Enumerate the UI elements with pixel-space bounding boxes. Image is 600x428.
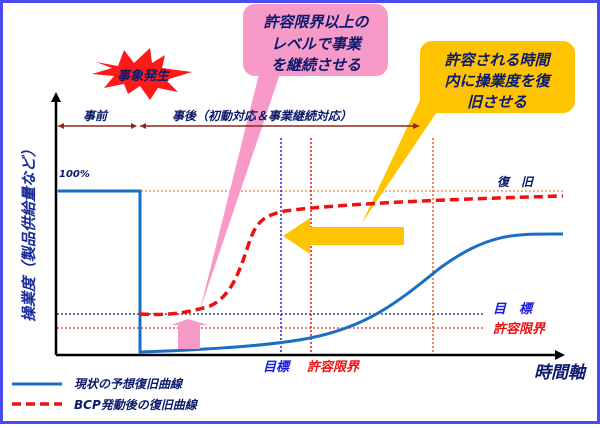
event-burst: 事象発生 [92,48,192,100]
yellow-callout-line-3: 旧させる [467,93,527,111]
phase-timeline: 事前 事後（初動対応＆事業継続対応） [58,109,420,129]
target-time-label: 目標 [263,359,292,375]
y-axis-arrow-icon [51,92,61,102]
x-axis-arrow-icon [555,350,565,360]
current-recovery-curve [58,189,564,354]
yellow-callout: 許容される時間 内に操業度を復 旧させる [362,41,575,223]
yellow-left-arrow-icon [283,218,404,254]
y-100-label: 100% [59,169,90,180]
y-axis-label: 操業度（製品供給量など） [20,142,38,322]
x-axis-label: 時間軸 [534,363,587,383]
tolerance-time-label: 許容限界 [307,359,360,375]
pink-callout-line-3: を継続させる [271,56,361,74]
phase-after-label: 事後（初動対応＆事業継続対応） [172,109,352,123]
event-burst-label: 事象発生 [117,68,171,84]
yellow-callout-line-2: 内に操業度を復 [444,72,552,90]
legend-item-bcp: BCP発動後の復旧曲線 [74,398,199,412]
pink-up-arrow-icon [171,319,208,349]
target-level-label: 目 標 [493,301,535,317]
yellow-callout-line-1: 許容される時間 [444,51,552,69]
phase-before-label: 事前 [83,109,109,123]
legend: 現状の予想復旧曲線 BCP発動後の復旧曲線 [12,377,199,412]
starburst-icon [92,48,192,100]
recovery-level-label: 復 旧 [497,175,535,189]
legend-item-current: 現状の予想復旧曲線 [74,377,184,391]
pink-callout: 許容限界以上の レベルで事業 を継続させる [200,4,388,310]
bcp-recovery-curve [139,194,564,317]
pink-callout-line-1: 許容限界以上の [263,13,369,31]
tolerance-level-label: 許容限界 [493,321,546,337]
pink-callout-line-2: レベルで事業 [271,35,363,53]
